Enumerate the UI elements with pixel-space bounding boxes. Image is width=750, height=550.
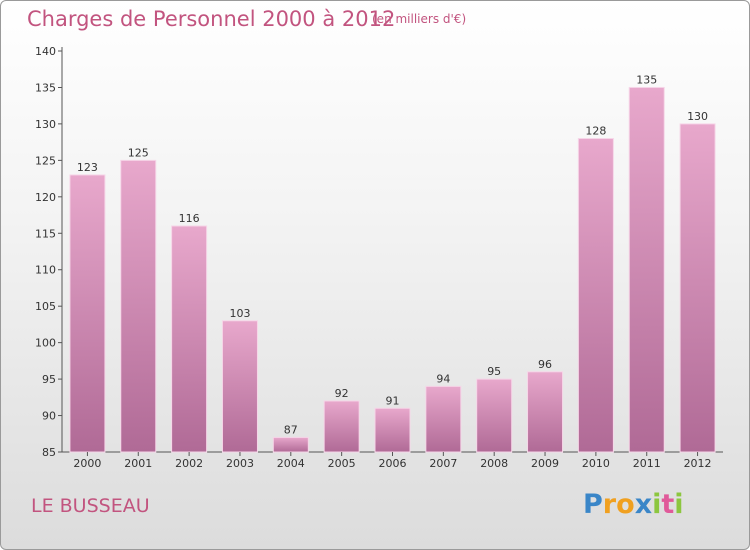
y-tick-label: 120 (35, 191, 56, 204)
bar-value-label: 94 (436, 372, 450, 385)
x-tick-label: 2009 (531, 457, 559, 470)
y-tick-label: 135 (35, 81, 56, 94)
bar (323, 400, 360, 453)
x-tick-label: 2004 (277, 457, 305, 470)
bar (171, 225, 208, 453)
bar (69, 174, 106, 453)
x-tick-label: 2007 (429, 457, 457, 470)
bar-value-label: 103 (229, 307, 250, 320)
bar (374, 407, 411, 453)
bar (476, 378, 513, 453)
x-tick-label: 2006 (379, 457, 407, 470)
bar (577, 137, 614, 453)
bar (628, 86, 665, 453)
logo-letter: x (634, 489, 653, 520)
bar-value-label: 116 (179, 212, 200, 225)
bar-value-label: 96 (538, 358, 552, 371)
y-tick-label: 100 (35, 337, 56, 350)
x-tick-label: 2003 (226, 457, 254, 470)
x-tick-label: 2012 (684, 457, 712, 470)
bar-value-label: 95 (487, 365, 501, 378)
bar-value-label: 125 (128, 146, 149, 159)
logo-letter: i (674, 489, 684, 520)
y-tick-label: 125 (35, 154, 56, 167)
bar (120, 159, 157, 453)
bar-value-label: 92 (335, 387, 349, 400)
bar (272, 436, 309, 453)
x-tick-label: 2000 (73, 457, 101, 470)
chart-title: Charges de Personnel 2000 à 2012 (27, 7, 396, 31)
x-tick-label: 2011 (633, 457, 661, 470)
logo-letter: r (602, 489, 617, 520)
commune-name: LE BUSSEAU (31, 495, 150, 517)
y-tick-label: 110 (35, 264, 56, 277)
bar (425, 385, 462, 453)
bar (221, 320, 258, 453)
bar-value-label: 91 (386, 394, 400, 407)
chart-subtitle: (en milliers d'€) (372, 12, 467, 26)
y-tick-label: 90 (42, 410, 56, 423)
x-tick-label: 2010 (582, 457, 610, 470)
y-tick-label: 85 (42, 446, 56, 459)
logo-letter: t (661, 489, 675, 520)
bar-value-label: 128 (585, 124, 606, 137)
x-tick-label: 2005 (328, 457, 356, 470)
bar (679, 123, 716, 453)
logo-letter: i (652, 489, 662, 520)
bar-value-label: 130 (687, 110, 708, 123)
y-tick-label: 140 (35, 45, 56, 58)
y-tick-label: 105 (35, 300, 56, 313)
proxiti-logo: Proxiti (583, 489, 684, 520)
logo-letter: P (583, 489, 603, 520)
x-tick-label: 2002 (175, 457, 203, 470)
x-tick-label: 2008 (480, 457, 508, 470)
y-tick-label: 115 (35, 227, 56, 240)
bar-value-label: 123 (77, 161, 98, 174)
y-tick-label: 95 (42, 373, 56, 386)
bar-value-label: 135 (636, 73, 657, 86)
bar (527, 371, 564, 453)
y-tick-label: 130 (35, 118, 56, 131)
x-tick-label: 2001 (124, 457, 152, 470)
logo-letter: o (616, 489, 635, 520)
bar-value-label: 87 (284, 423, 298, 436)
